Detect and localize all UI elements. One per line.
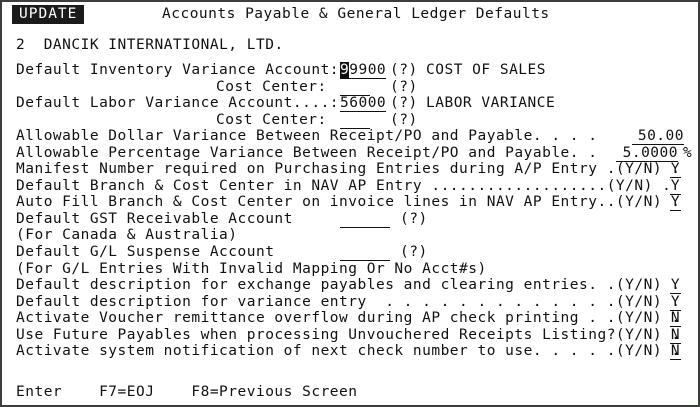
function-key-bar[interactable]: Enter F7=EOJ F8=Previous Screen — [16, 384, 358, 400]
help-icon-labor[interactable]: (?) — [390, 95, 418, 112]
default-branch-cost-center-label: Default Branch & Cost Center in NAV AP E… — [16, 177, 672, 194]
manifest-number-label: Manifest Number required on Purchasing E… — [16, 161, 681, 178]
company-number: 2 — [16, 36, 26, 53]
help-icon-cost-center-1[interactable]: (?) — [390, 78, 418, 95]
help-icon-inventory[interactable]: (?) — [390, 62, 418, 78]
help-icon-cost-center-2[interactable]: (?) — [390, 111, 418, 128]
labor-variance-description: LABOR VARIANCE — [426, 95, 556, 112]
labor-variance-label: Default Labor Variance Account....: — [16, 95, 340, 112]
inventory-variance-description: COST OF SALES — [426, 62, 546, 78]
percent-symbol: % — [683, 144, 692, 161]
help-icon-gl-suspense[interactable]: (?) — [400, 244, 428, 261]
manifest-number-input[interactable]: Y — [670, 161, 681, 179]
cost-center-input-1[interactable] — [340, 77, 370, 96]
percentage-variance-label: Allowable Percentage Variance Between Re… — [16, 144, 598, 161]
percentage-variance-input[interactable]: 5.0000 — [616, 143, 678, 162]
gl-suspense-note: (For G/L Entries With Invalid Mapping Or… — [16, 260, 487, 277]
cost-center-label-1: Cost Center: — [216, 78, 327, 95]
text-cursor: 9 — [340, 62, 350, 78]
company-line: 2 DANCIK INTERNATIONAL, LTD. — [16, 35, 692, 56]
cost-center-input-2[interactable] — [340, 110, 370, 129]
help-icon-gst[interactable]: (?) — [400, 210, 428, 227]
gl-suspense-label: Default G/L Suspense Account — [16, 244, 275, 261]
gst-receivable-input[interactable] — [340, 209, 390, 228]
mode-badge: UPDATE — [12, 5, 85, 24]
company-name: DANCIK INTERNATIONAL, LTD. — [43, 36, 284, 53]
variance-entry-desc-label: Default description for variance entry .… — [16, 293, 681, 310]
auto-fill-branch-input[interactable]: Y — [670, 194, 681, 212]
future-payables-label: Use Future Payables when processing Unvo… — [16, 326, 681, 343]
inventory-variance-label: Default Inventory Variance Account: — [16, 62, 340, 78]
gl-suspense-input[interactable] — [340, 242, 390, 262]
gst-receivable-note: (For Canada & Australia) — [16, 227, 238, 244]
page-title: Accounts Payable & General Ledger Defaul… — [162, 6, 550, 22]
gst-receivable-label: Default GST Receivable Account — [16, 210, 293, 227]
inventory-variance-value-rest: 9900 — [349, 62, 387, 78]
cost-center-label-2: Cost Center: — [216, 111, 327, 128]
exchange-payables-desc-label: Default description for exchange payable… — [16, 277, 681, 294]
labor-variance-input[interactable]: 56000 — [340, 95, 387, 113]
future-payables-input[interactable]: N — [670, 326, 681, 344]
exchange-payables-desc-input[interactable]: Y — [670, 277, 681, 295]
dollar-variance-label: Allowable Dollar Variance Between Receip… — [16, 128, 598, 145]
variance-entry-desc-input[interactable]: Y — [670, 293, 681, 311]
auto-fill-branch-label: Auto Fill Branch & Cost Center on invoic… — [16, 194, 681, 211]
inventory-variance-input[interactable]: 99900 — [340, 60, 387, 79]
check-number-notification-label: Activate system notification of next che… — [16, 343, 681, 360]
voucher-overflow-label: Activate Voucher remittance overflow dur… — [16, 310, 681, 327]
default-branch-cost-center-input[interactable]: Y — [670, 177, 681, 195]
dollar-variance-input[interactable]: 50.00 — [632, 126, 684, 146]
check-number-notification-input[interactable]: N — [670, 343, 681, 361]
voucher-overflow-input[interactable]: N — [670, 310, 681, 328]
